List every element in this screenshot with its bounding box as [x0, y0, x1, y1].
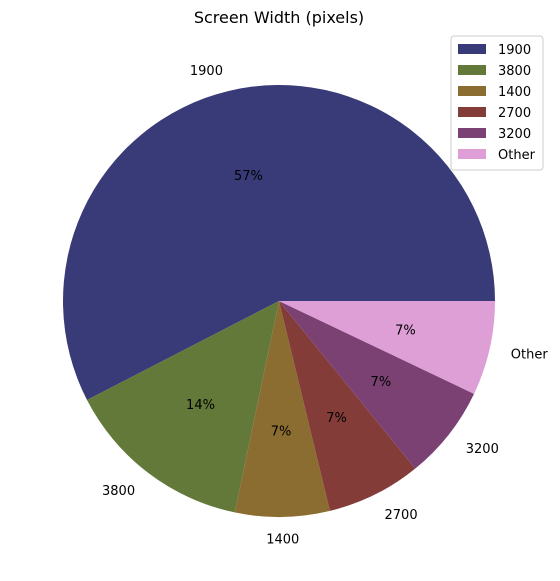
slice-label-1400: 1400 [266, 533, 299, 548]
slice-label-3800: 3800 [102, 484, 135, 499]
slice-label-3200: 3200 [466, 442, 499, 457]
slice-label-other: Other [511, 347, 549, 362]
legend-swatch-2700 [458, 107, 486, 117]
slice-label-1900: 1900 [190, 64, 223, 79]
legend-swatch-1900 [458, 44, 486, 54]
legend-label-1400: 1400 [498, 85, 531, 100]
legend-swatch-3800 [458, 65, 486, 75]
pie-slice-3800 [87, 301, 280, 513]
legend-label-1900: 1900 [498, 43, 531, 58]
legend: 1900 3800 1400 2700 3200 Other [450, 35, 544, 171]
pie-slice-1400 [234, 301, 330, 517]
percent-label-3800: 14% [186, 398, 215, 413]
pie-slice-3200 [279, 301, 475, 469]
slice-label-2700: 2700 [385, 508, 418, 523]
legend-label-other: Other [498, 148, 536, 163]
pie-slice-2700 [279, 301, 416, 511]
chart-title: Screen Width (pixels) [194, 8, 364, 27]
percent-label-3200: 7% [371, 375, 392, 390]
legend-swatch-1400 [458, 86, 486, 96]
category-labels: 1900 3800 1400 2700 3200 Other [102, 64, 548, 547]
pie-slice-1900 [63, 85, 496, 400]
pie-slices [63, 85, 496, 517]
percent-label-other: 7% [395, 324, 416, 339]
percent-label-1900: 57% [234, 169, 263, 184]
legend-label-3200: 3200 [498, 127, 531, 142]
percent-label-1400: 7% [271, 425, 292, 440]
legend-label-2700: 2700 [498, 106, 531, 121]
legend-swatch-3200 [458, 128, 486, 138]
legend-swatch-other [458, 149, 486, 159]
legend-label-3800: 3800 [498, 64, 531, 79]
percent-label-2700: 7% [326, 411, 347, 426]
percent-labels: 57% 14% 7% 7% 7% 7% [186, 169, 416, 440]
pie-slice-other [279, 301, 495, 394]
